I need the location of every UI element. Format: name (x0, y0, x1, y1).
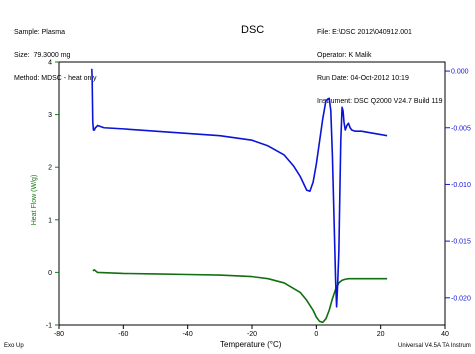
x-tick-label: -20 (247, 331, 257, 338)
operator: Operator: K Malik (317, 51, 372, 59)
plot-frame (58, 61, 446, 326)
x-tick-label: 0 (314, 331, 318, 338)
file-path: File: E:\DSC 2012\040912.001 (317, 29, 412, 37)
x-tick-label: -40 (183, 331, 193, 338)
x-axis-label: Temperature (°C) (220, 340, 282, 349)
run-info: File: E:\DSC 2012\040912.001 Operator: K… (317, 14, 443, 113)
run-date: Run Date: 04-Oct-2012 10:19 (317, 74, 409, 82)
sample-size: Size: 79.3000 mg (14, 51, 71, 59)
y-tick-label: -1 (46, 323, 52, 330)
y-tick-label: 1 (48, 217, 52, 224)
method: Method: MDSC - heat only (14, 74, 97, 82)
x-tick-label: -60 (118, 331, 128, 338)
x-tick-label: -80 (54, 331, 64, 338)
axis-ticks: -80 -60 -40 -20 0 20 40 -1 0 1 2 3 4 0.000 -0.005 -0.01… (46, 60, 471, 339)
heat-flow-curve (92, 268, 388, 324)
y2-tick-label: -0.010 (451, 182, 471, 189)
curves (91, 68, 388, 324)
x-tick-label: 20 (377, 331, 385, 338)
y-tick-label: 2 (48, 165, 52, 172)
y2-tick-label: -0.015 (451, 239, 471, 246)
software-version: Universal V4.5A TA Instrum (398, 343, 471, 349)
y2-tick-label: -0.020 (451, 295, 471, 302)
reversing-heat-flow-curve (91, 68, 388, 308)
x-tick-label: 40 (441, 331, 449, 338)
y2-tick-label: 0.000 (451, 69, 469, 76)
y2-tick-label: -0.005 (451, 125, 471, 132)
y-tick-label: 4 (48, 60, 52, 67)
exo-up-label: Exo Up (4, 343, 24, 349)
sample-info: Sample: Plasma Size: 79.3000 mg Method: … (14, 14, 96, 90)
y-axis-label: Heat Flow (W/g) (31, 175, 38, 226)
chart-title: DSC (241, 24, 265, 36)
instrument: Instrument: DSC Q2000 V24.7 Build 119 (317, 97, 443, 105)
y-tick-label: 3 (48, 112, 52, 119)
sample-name: Sample: Plasma (14, 29, 65, 37)
y-tick-label: 0 (48, 270, 52, 277)
